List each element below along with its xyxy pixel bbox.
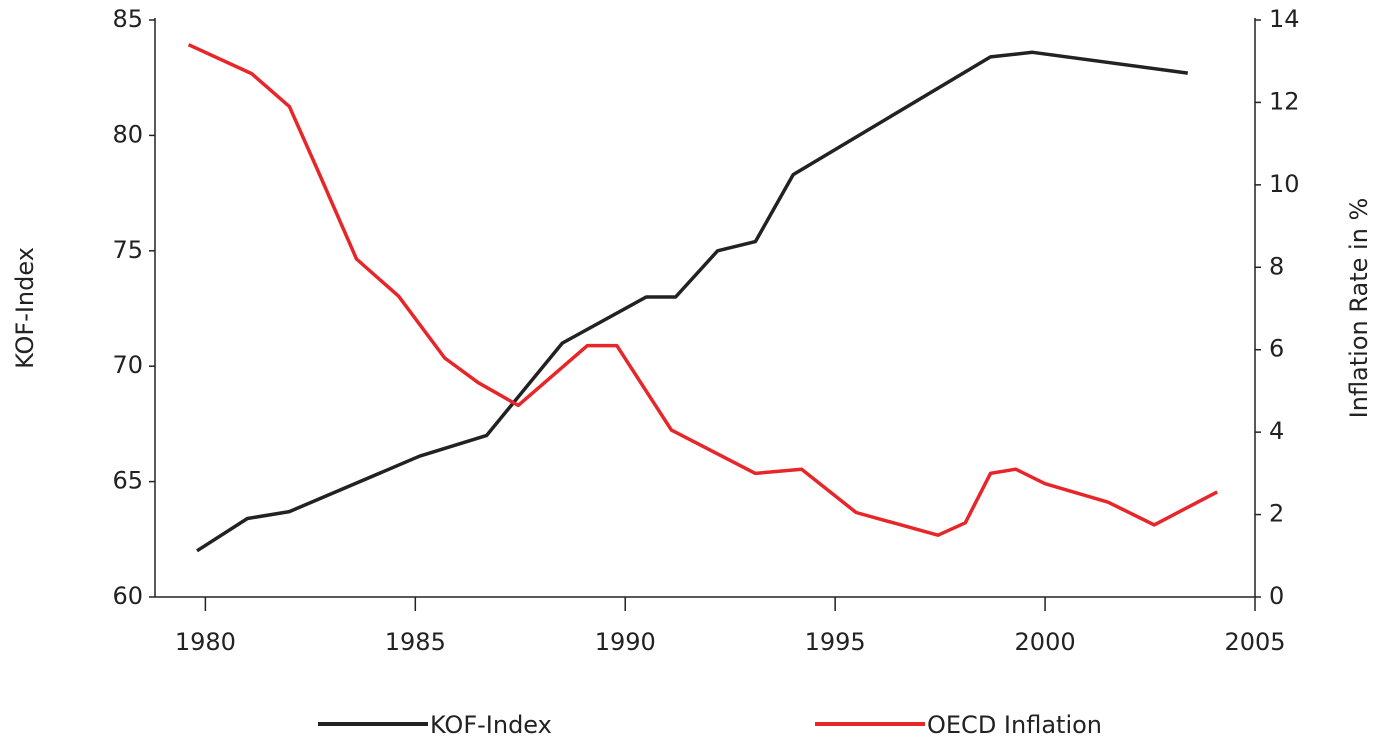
y2-tick-label: 14 [1269,5,1300,33]
y-tick-label: 60 [112,582,143,610]
y2-tick-label: 4 [1269,417,1284,445]
y-tick-label: 85 [112,5,143,33]
x-tick-label: 1990 [595,628,656,656]
y2-tick-label: 0 [1269,582,1284,610]
x-tick-label: 1980 [175,628,236,656]
legend-label: KOF-Index [430,711,552,739]
x-tick-label: 1995 [805,628,866,656]
y-tick-label: 65 [112,467,143,495]
y2-tick-label: 6 [1269,335,1284,363]
x-tick-label: 2005 [1224,628,1285,656]
legend-label: OECD Inflation [927,711,1102,739]
series-line [187,43,1219,537]
y-tick-label: 80 [112,120,143,148]
y-axis-label: KOF-Index [11,247,39,369]
y2-tick-label: 2 [1269,500,1284,528]
x-tick-label: 2000 [1015,628,1076,656]
y2-tick-label: 12 [1269,87,1300,115]
y2-tick-label: 8 [1269,252,1284,280]
y2-axis-label: Inflation Rate in % [1345,198,1373,419]
series-line [196,50,1189,553]
y2-tick-label: 10 [1269,170,1300,198]
x-tick-label: 1985 [385,628,446,656]
y-tick-label: 75 [112,236,143,264]
y-tick-label: 70 [112,351,143,379]
